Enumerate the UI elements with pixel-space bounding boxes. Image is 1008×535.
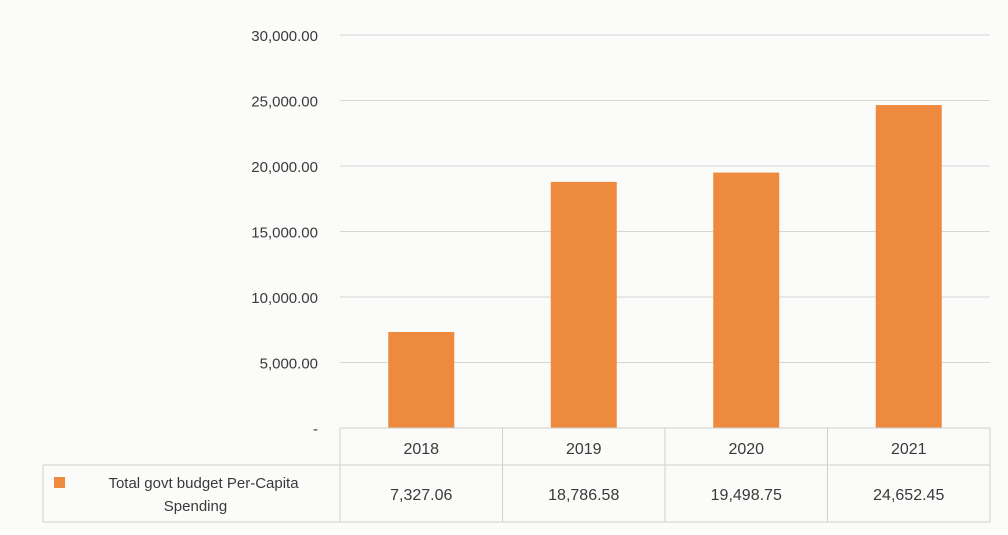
data-table-value: 19,498.75 <box>711 487 782 504</box>
bar <box>713 172 780 428</box>
y-axis: - 5,000.00 10,000.00 15,000.00 20,000.00 25,0… <box>251 28 318 438</box>
y-tick-label: 20,000.00 <box>251 159 318 176</box>
legend-swatch <box>54 477 65 488</box>
y-tick-label: 25,000.00 <box>251 94 318 111</box>
bar <box>388 332 455 428</box>
x-category-label: 2018 <box>403 441 439 458</box>
legend-label: Total govt budget Per-Capita <box>108 475 299 492</box>
y-tick-label: 5,000.00 <box>260 356 318 373</box>
bar <box>550 181 617 428</box>
x-category-label: 2020 <box>728 441 764 458</box>
data-table: 2018 7,327.06 2019 18,786.58 2020 19,498.75 20… <box>42 427 991 523</box>
x-category-label: 2019 <box>566 441 602 458</box>
y-tick-label: 30,000.00 <box>251 28 318 45</box>
data-table-value: 18,786.58 <box>548 487 619 504</box>
legend-label: Spending <box>164 498 227 515</box>
y-tick-label: - <box>313 421 318 438</box>
y-tick-label: 10,000.00 <box>251 290 318 307</box>
bars <box>388 105 942 428</box>
y-tick-label: 15,000.00 <box>251 225 318 242</box>
bar <box>875 105 942 428</box>
data-table-value: 24,652.45 <box>873 487 944 504</box>
x-category-label: 2021 <box>891 441 927 458</box>
data-table-value: 7,327.06 <box>390 487 452 504</box>
